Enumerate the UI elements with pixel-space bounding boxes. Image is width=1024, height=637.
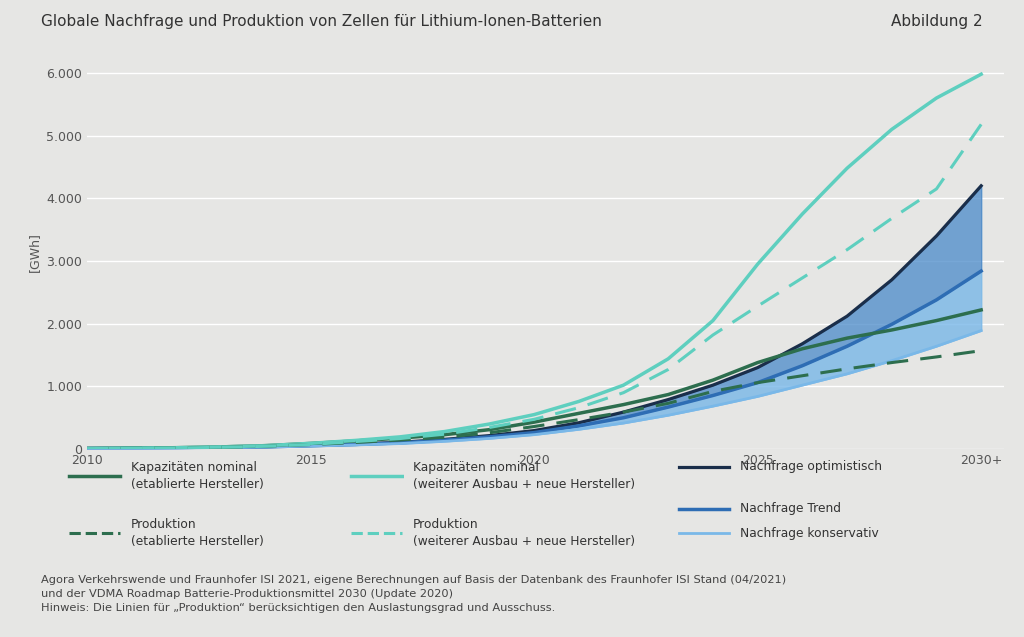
Text: Kapazitäten nominal
(etablierte Hersteller): Kapazitäten nominal (etablierte Herstell…: [131, 461, 264, 490]
Text: Kapazitäten nominal
(weiterer Ausbau + neue Hersteller): Kapazitäten nominal (weiterer Ausbau + n…: [413, 461, 635, 490]
Text: Nachfrage optimistisch: Nachfrage optimistisch: [740, 461, 883, 473]
Text: Produktion
(weiterer Ausbau + neue Hersteller): Produktion (weiterer Ausbau + neue Herst…: [413, 519, 635, 548]
Text: Nachfrage Trend: Nachfrage Trend: [740, 503, 842, 515]
Y-axis label: [GWh]: [GWh]: [28, 232, 41, 271]
Text: Globale Nachfrage und Produktion von Zellen für Lithium-Ionen-Batterien: Globale Nachfrage und Produktion von Zel…: [41, 14, 602, 29]
Text: Produktion
(etablierte Hersteller): Produktion (etablierte Hersteller): [131, 519, 264, 548]
Text: Agora Verkehrswende und Fraunhofer ISI 2021, eigene Berechnungen auf Basis der D: Agora Verkehrswende und Fraunhofer ISI 2…: [41, 575, 786, 613]
Text: Abbildung 2: Abbildung 2: [892, 14, 983, 29]
Text: Nachfrage konservativ: Nachfrage konservativ: [740, 527, 879, 540]
